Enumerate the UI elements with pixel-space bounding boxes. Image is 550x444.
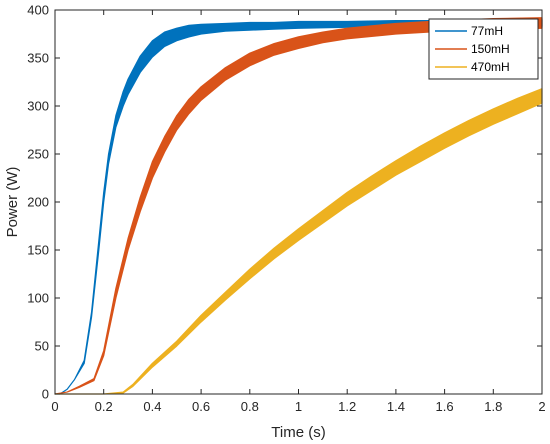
x-tick-label: 1.8 [484,399,502,414]
legend: 77mH 150mH 470mH [428,18,539,80]
x-tick-label: 1.6 [436,399,454,414]
x-tick-label: 0.4 [143,399,161,414]
y-tick-label: 50 [35,339,49,354]
ticks-layer: 0 0.2 0.4 0.6 0.8 1 1.2 1.4 1.6 1.8 2 0 50 100 150 200 2… [27,3,545,415]
x-tick-label: 2 [538,399,545,414]
x-tick-label: 0.6 [192,399,210,414]
x-tick-label: 0.2 [95,399,113,414]
y-tick-label: 250 [27,147,49,162]
legend-entry: 77mH [471,24,503,38]
y-axis-label: Power (W) [4,167,21,238]
y-tick-label: 200 [27,195,49,210]
x-tick-label: 0.8 [241,399,259,414]
legend-entry: 150mH [471,42,510,56]
x-tick-label: 0 [51,399,58,414]
x-tick-label: 1.2 [338,399,356,414]
y-tick-label: 400 [27,3,49,18]
legend-entry: 470mH [471,60,510,74]
y-tick-label: 0 [42,387,49,402]
x-tick-label: 1 [295,399,302,414]
y-tick-label: 150 [27,243,49,258]
y-tick-label: 300 [27,99,49,114]
x-tick-label: 1.4 [387,399,405,414]
y-tick-label: 100 [27,291,49,306]
x-axis-label: Time (s) [271,424,325,441]
y-tick-label: 350 [27,51,49,66]
